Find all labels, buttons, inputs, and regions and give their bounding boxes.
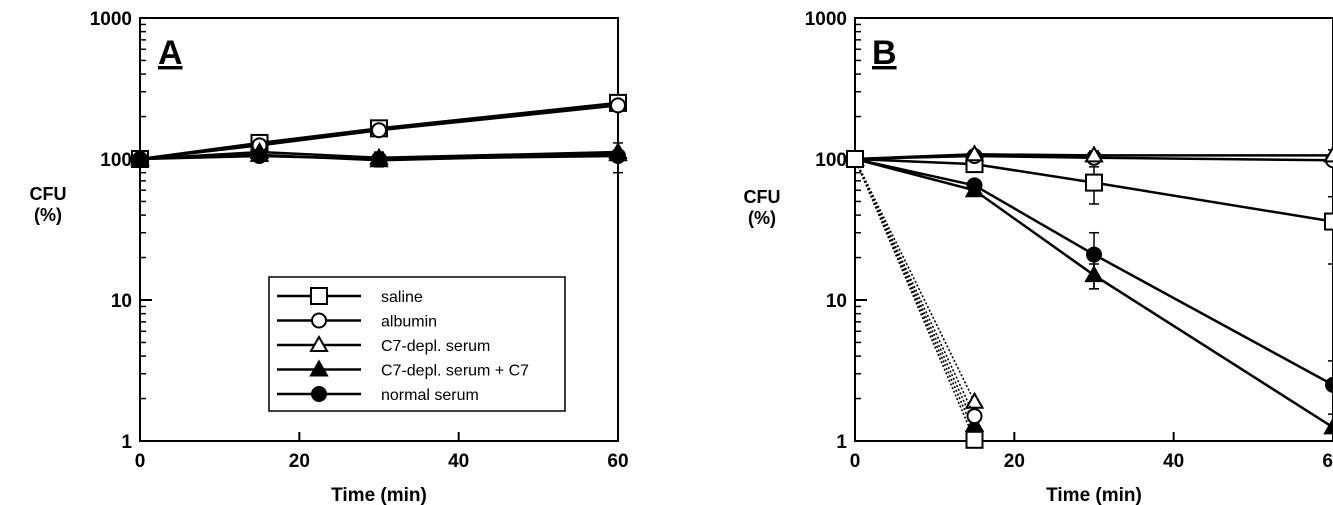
x-tick-label: 20: [1004, 451, 1025, 472]
data-point: [1084, 145, 1104, 163]
panel-label: A: [158, 34, 183, 72]
legend-label: albumin: [381, 314, 437, 331]
legend: saline albumin C7-depl. serum C7-depl. seru…: [268, 276, 566, 412]
legend-entry: saline: [277, 287, 423, 306]
axis-ticks: 0 20 40 60 1 10 100 1000: [90, 9, 629, 472]
series-line: [139, 154, 619, 161]
y-axis-label-line2: (%): [34, 205, 62, 225]
legend-marker: [309, 334, 329, 352]
axis-ticks: 0 20 40 60 1 10 100 1000: [805, 9, 1333, 472]
data-point: [966, 177, 983, 194]
y-tick-label: 10: [111, 291, 132, 312]
series-line: [854, 157, 1333, 386]
data-point: [1086, 246, 1102, 263]
data-point: [1324, 212, 1333, 231]
series-line: [854, 158, 976, 403]
data-point: [610, 148, 626, 165]
data-point: [964, 391, 985, 409]
y-tick-label: 1: [836, 432, 847, 453]
y-axis-label-line1: CFU: [30, 184, 67, 204]
legend-marker: [309, 359, 329, 377]
x-tick-label: 40: [448, 451, 469, 472]
y-tick-label: 1000: [805, 9, 847, 30]
y-tick-label: 10: [826, 291, 847, 312]
x-tick-label: 20: [289, 451, 310, 472]
data-point: [371, 122, 387, 139]
series-line: [139, 104, 619, 161]
legend-label: saline: [381, 289, 423, 306]
data-point: [966, 408, 983, 425]
y-tick-label: 100: [100, 150, 132, 171]
y-tick-label: 1000: [90, 9, 132, 30]
x-axis-label: Time (min): [331, 485, 427, 505]
x-tick-label: 0: [135, 451, 146, 472]
panel-label: B: [872, 34, 897, 72]
legend-entries: saline albumin C7-depl. serum C7-depl. seru…: [277, 287, 529, 404]
data-point: [965, 430, 984, 449]
legend-entry: C7-depl. serum: [277, 334, 490, 355]
legend-label: C7-depl. serum: [381, 338, 490, 355]
legend-entry: albumin: [277, 312, 437, 331]
data-marks: [130, 93, 628, 174]
legend-entry: normal serum: [277, 386, 479, 404]
data-point: [1325, 376, 1333, 393]
legend-marker: [311, 386, 327, 402]
panel-b: B CFU (%) Time (min) 0 20 40 60 1 10 100 1000: [744, 9, 1333, 505]
data-point: [846, 150, 864, 168]
plot-area-frame: [139, 17, 619, 442]
x-tick-label: 40: [1163, 451, 1184, 472]
data-point: [251, 148, 268, 165]
y-axis-label-line1: CFU: [744, 187, 781, 207]
data-marks: [845, 144, 1333, 449]
series-line: [854, 158, 976, 426]
y-axis-label-line2: (%): [748, 208, 776, 228]
x-tick-label: 0: [850, 451, 861, 472]
data-point: [1323, 145, 1333, 163]
legend-entry: C7-depl. serum + C7: [277, 359, 529, 380]
x-tick-label: 60: [607, 451, 628, 472]
series-line: [139, 150, 619, 161]
data-point: [371, 151, 387, 167]
series-line: [854, 157, 1333, 223]
plot-area-frame: [854, 17, 1333, 442]
x-axis-label: Time (min): [1046, 485, 1142, 505]
data-point: [1323, 417, 1333, 435]
data-point: [964, 144, 985, 162]
y-tick-label: 100: [815, 150, 847, 171]
x-tick-label: 60: [1322, 451, 1333, 472]
data-point: [1085, 173, 1103, 192]
data-point: [610, 97, 626, 114]
legend-marker: [310, 287, 328, 305]
y-tick-label: 1: [121, 432, 132, 453]
series-line: [854, 157, 1333, 429]
legend-marker: [311, 312, 327, 329]
series-line: [854, 158, 976, 441]
legend-label: normal serum: [381, 387, 479, 404]
panel-a: A CFU (%) Time (min) 0 20 40 60 1 10 100 1000 s…: [30, 9, 629, 505]
data-point: [132, 151, 148, 167]
series-line: [854, 158, 976, 417]
legend-label: C7-depl. serum + C7: [381, 363, 529, 380]
series-line: [854, 153, 1333, 161]
